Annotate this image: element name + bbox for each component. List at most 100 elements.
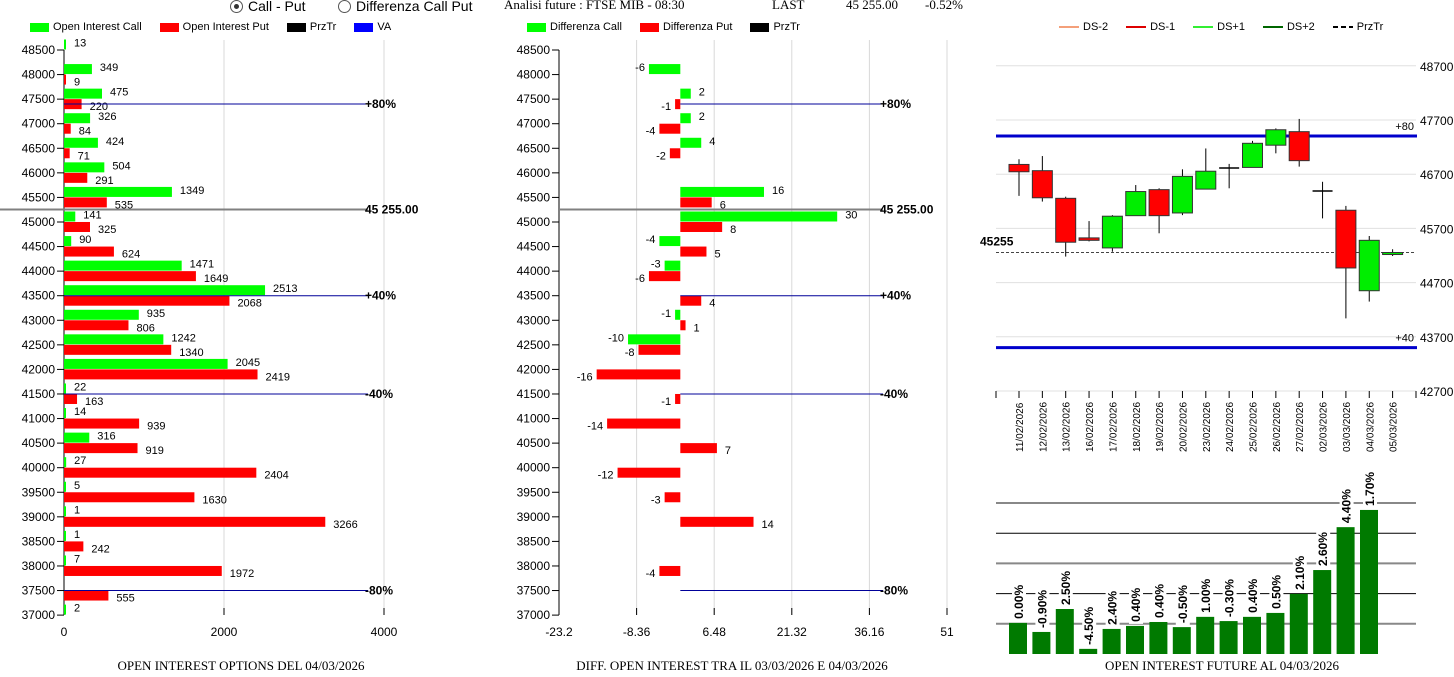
put-value-label: 806 [136, 322, 154, 334]
call-value-label: 2 [699, 111, 705, 123]
put-bar [64, 443, 138, 454]
put-value-label: -12 [598, 470, 614, 482]
put-value-label: 624 [122, 249, 140, 261]
put-bar [64, 172, 88, 183]
swatch-icon [159, 22, 179, 32]
x-tick-label: 0 [61, 625, 68, 639]
put-value-label: 535 [115, 199, 133, 211]
swatch-icon [354, 22, 374, 32]
y-tick-label: 47500 [22, 92, 56, 106]
date-label: 27/02/2026 [1295, 402, 1306, 452]
call-bar [64, 383, 66, 394]
level-label: -40% [880, 387, 908, 401]
change-label: -4.50% [1082, 607, 1096, 645]
date-label: 03/03/2026 [1342, 402, 1353, 452]
call-value-label: 30 [845, 209, 857, 221]
label-background [1246, 576, 1260, 615]
call-value-label: 424 [106, 136, 124, 148]
legend-item-ds-1: DS-1 [1126, 21, 1175, 33]
date-label: 18/02/2026 [1132, 402, 1143, 452]
future-oi-bar [1149, 621, 1168, 654]
call-value-label: 16 [772, 185, 784, 197]
put-value-label: 6 [720, 199, 726, 211]
call-value-label: 27 [74, 455, 86, 467]
y-tick-label: 48700 [1420, 60, 1454, 74]
x-tick-label: -23.2 [545, 625, 573, 639]
put-value-label: -2 [656, 150, 666, 162]
label-background [1082, 604, 1097, 647]
legend-label: DS-2 [1083, 21, 1109, 33]
date-label: 24/02/2026 [1225, 402, 1236, 452]
call-value-label: 2 [74, 603, 80, 615]
put-bar [64, 148, 70, 159]
put-bar [680, 295, 702, 306]
y-tick-label: 47000 [22, 117, 56, 131]
put-bar [64, 74, 66, 85]
line-swatch-icon [1059, 26, 1079, 28]
call-bar [64, 530, 66, 541]
put-bar [64, 467, 257, 478]
line-swatch-icon [1126, 26, 1147, 28]
date-label: 13/02/2026 [1062, 402, 1073, 452]
candle-down [1008, 163, 1030, 173]
call-value-label: 2045 [236, 357, 260, 369]
put-bar [64, 246, 114, 257]
swatch-icon [750, 22, 770, 32]
y-tick-label: 44500 [517, 240, 551, 254]
label-background [1175, 582, 1190, 626]
y-tick-label: 48000 [517, 68, 551, 82]
y-tick-label: 38500 [22, 534, 56, 548]
put-value-label: 7 [725, 445, 731, 457]
y-tick-label: 37000 [22, 608, 56, 622]
put-value-label: -1 [661, 396, 671, 408]
radio-unselected-icon[interactable] [338, 0, 351, 13]
y-tick-label: 47000 [517, 117, 551, 131]
y-tick-label: 44000 [517, 264, 551, 278]
y-tick-label: 37500 [22, 584, 56, 598]
y-tick-label: 43500 [22, 289, 56, 303]
call-bar [680, 88, 691, 99]
change-label: 2.50% [1059, 571, 1073, 605]
y-tick-label: 41500 [22, 387, 56, 401]
y-tick-label: 45500 [22, 190, 56, 204]
put-value-label: 1972 [230, 568, 254, 580]
put-value-label: 5 [714, 249, 720, 261]
y-tick-label: 40000 [22, 461, 56, 475]
put-value-label: 1630 [202, 494, 226, 506]
put-bar [664, 492, 681, 503]
y-tick-label: 48500 [22, 43, 56, 57]
date-label: 17/02/2026 [1108, 402, 1119, 452]
y-tick-label: 40000 [517, 461, 551, 475]
legend-item-prztr: PrzTr [286, 21, 336, 33]
radio-selected-icon[interactable] [230, 0, 243, 13]
y-tick-label: 38000 [517, 559, 551, 573]
put-value-label: 325 [98, 224, 116, 236]
radio-differenza[interactable]: Differenza Call Put [338, 0, 472, 14]
put-value-label: -8 [625, 347, 635, 359]
candle-up [1125, 191, 1147, 217]
call-value-label: 326 [98, 111, 116, 123]
label-background [1292, 553, 1307, 592]
label-background [1035, 587, 1050, 630]
legend-mid: Differenza Call Differenza Put PrzTr [527, 21, 812, 33]
put-bar [669, 148, 681, 159]
call-value-label: -1 [661, 308, 671, 320]
call-bar [64, 162, 105, 173]
call-value-label: 1242 [171, 332, 195, 344]
call-value-label: 5 [74, 480, 80, 492]
chart-title: OPEN INTEREST OPTIONS DEL 04/03/2026 [118, 658, 366, 673]
put-value-label: -6 [635, 273, 645, 285]
candle-down [1031, 170, 1053, 199]
call-bar [64, 39, 66, 50]
put-bar [680, 320, 686, 331]
call-bar [64, 555, 66, 566]
y-tick-label: 38000 [22, 559, 56, 573]
chart-title: DIFF. OPEN INTEREST TRA IL 03/03/2026 E … [576, 658, 888, 673]
radio-call-put[interactable]: Call - Put [230, 0, 306, 14]
call-bar [64, 506, 66, 517]
candle-up [1195, 170, 1217, 190]
call-bar [680, 186, 764, 197]
put-bar [64, 123, 71, 134]
last-change: -0.52% [925, 0, 963, 12]
y-tick-label: 37500 [517, 584, 551, 598]
